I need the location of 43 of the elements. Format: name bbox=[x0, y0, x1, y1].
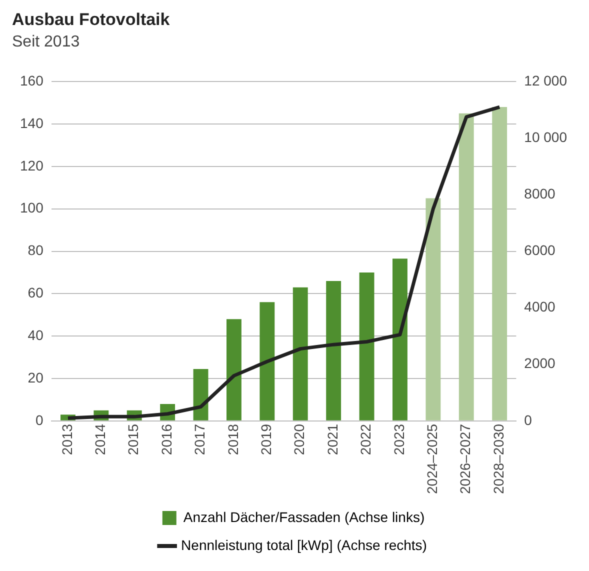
y-tick-label: 80 bbox=[28, 242, 44, 258]
y-tick-label: 60 bbox=[28, 284, 44, 301]
chart-title: Ausbau Fotovoltaik bbox=[12, 10, 170, 29]
x-tick-label: 2020 bbox=[291, 424, 308, 456]
x-tick-label: 2026–2027 bbox=[457, 424, 474, 494]
x-tick-label: 2022 bbox=[358, 424, 374, 456]
y2-tick-label: 12 000 bbox=[524, 72, 568, 88]
y2-tick-label: 8000 bbox=[524, 186, 556, 202]
legend-label: Nennleistung total [kWp] (Achse rechts) bbox=[181, 536, 427, 553]
bar bbox=[392, 258, 408, 420]
bar bbox=[226, 319, 242, 420]
y2-tick-label: 6000 bbox=[524, 242, 556, 258]
y2-tick-label: 0 bbox=[524, 412, 532, 428]
bar bbox=[426, 198, 441, 420]
bar bbox=[359, 272, 374, 420]
y-tick-label: 100 bbox=[20, 200, 44, 216]
bar bbox=[326, 280, 342, 420]
bar bbox=[492, 107, 508, 420]
y-tick-label: 20 bbox=[28, 369, 44, 386]
x-tick-label: 2015 bbox=[125, 424, 142, 456]
x-tick-label: 2021 bbox=[324, 424, 340, 456]
x-tick-label: 2019 bbox=[258, 424, 274, 456]
chart-subtitle: Seit 2013 bbox=[12, 33, 80, 50]
x-tick-label: 2017 bbox=[192, 424, 208, 456]
bar bbox=[292, 287, 308, 420]
x-tick-label: 2028–2030 bbox=[490, 424, 506, 494]
y-tick-label: 0 bbox=[36, 412, 44, 428]
y-tick-label: 140 bbox=[20, 114, 44, 131]
bar bbox=[458, 113, 474, 420]
y-tick-label: 120 bbox=[20, 157, 44, 174]
y2-tick-label: 10 000 bbox=[524, 129, 568, 146]
y-tick-label: 40 bbox=[28, 326, 44, 343]
x-tick-label: 2014 bbox=[92, 424, 108, 456]
x-tick-label: 2016 bbox=[158, 424, 174, 456]
x-tick-label: 2018 bbox=[224, 424, 241, 456]
y2-tick-label: 4000 bbox=[524, 298, 556, 315]
x-tick-label: 2013 bbox=[58, 424, 75, 456]
x-tick-label: 2024–2025 bbox=[424, 424, 440, 494]
x-tick-label: 2023 bbox=[390, 424, 407, 456]
y2-tick-label: 2000 bbox=[524, 355, 556, 372]
bar bbox=[260, 302, 275, 420]
legend-label: Anzahl Dächer/Fassaden (Achse links) bbox=[183, 508, 425, 525]
y-tick-label: 160 bbox=[20, 72, 44, 88]
